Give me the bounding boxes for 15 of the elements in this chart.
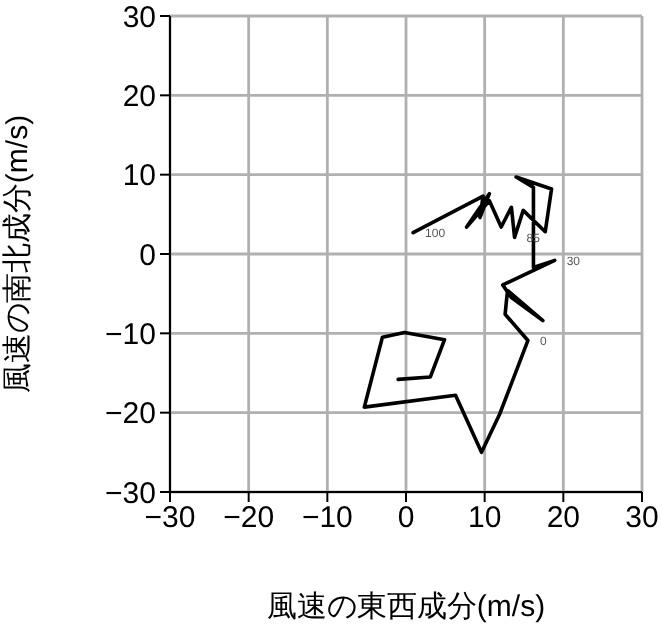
y-tick-label: 30 bbox=[122, 0, 156, 35]
x-tick-label: 10 bbox=[467, 501, 502, 536]
x-tick-label: 0 bbox=[397, 501, 415, 536]
x-axis-title: 風速の東西成分(m/s) bbox=[266, 590, 546, 624]
y-tick-label: 0 bbox=[139, 238, 156, 273]
x-tick-label: 20 bbox=[546, 501, 581, 536]
line-series bbox=[362, 175, 557, 455]
y-tick-label: 10 bbox=[122, 159, 156, 194]
x-tick-label: −20 bbox=[223, 501, 275, 536]
y-axis-title: 風速の南北成分(m/s) bbox=[0, 114, 35, 394]
x-tick-label: 30 bbox=[625, 501, 659, 536]
y-tick-label: −10 bbox=[105, 317, 156, 352]
y-tick-label: −20 bbox=[105, 397, 156, 432]
x-tick-label: −10 bbox=[301, 501, 353, 536]
y-tick-label: 20 bbox=[122, 79, 156, 114]
